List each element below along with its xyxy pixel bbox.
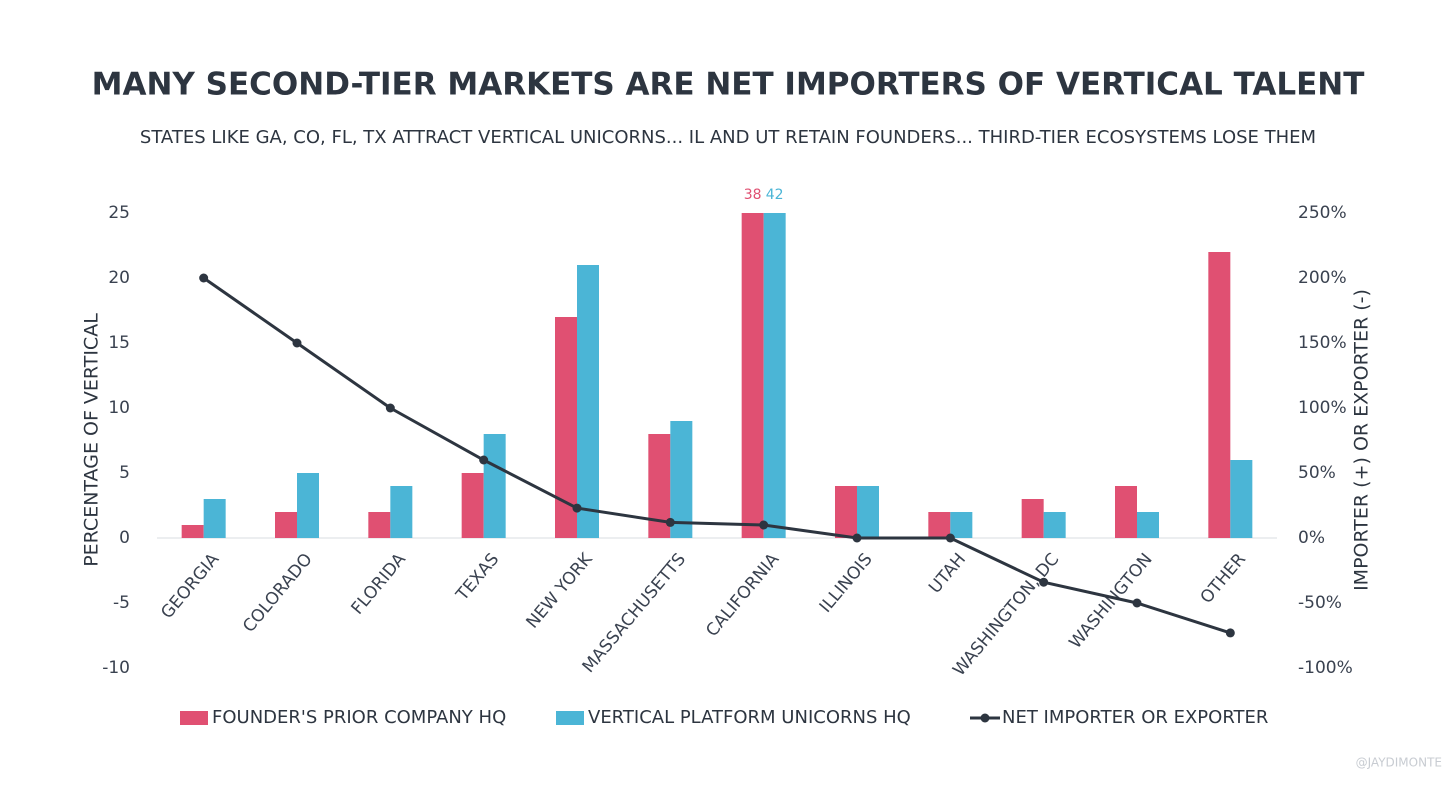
line-point bbox=[1039, 577, 1049, 587]
bar bbox=[648, 434, 671, 538]
x-tick-label: TEXAS bbox=[452, 550, 503, 606]
y-axis-label: PERCENTAGE OF VERTICAL bbox=[81, 313, 103, 567]
bar bbox=[461, 473, 484, 538]
line-point bbox=[479, 455, 489, 465]
line-point bbox=[665, 517, 675, 527]
bar bbox=[203, 499, 226, 538]
line-point bbox=[385, 403, 395, 413]
chart-title: MANY SECOND-TIER MARKETS ARE NET IMPORTE… bbox=[92, 67, 1365, 103]
y-tick-label: -5 bbox=[113, 593, 130, 613]
y2-tick-label: 250% bbox=[1298, 203, 1347, 223]
bar bbox=[483, 434, 506, 538]
y2-axis-label: IMPORTER (+) OR EXPORTER (-) bbox=[1351, 289, 1373, 591]
line-point bbox=[572, 503, 582, 513]
x-tick-label: FLORIDA bbox=[348, 549, 411, 618]
x-tick-label: NEW YORK bbox=[523, 549, 598, 633]
x-tick-label: MASSACHUSETTS bbox=[579, 550, 690, 677]
y-tick-label: 20 bbox=[108, 268, 130, 288]
bar bbox=[1137, 512, 1159, 538]
y-tick-label: 0 bbox=[119, 528, 130, 548]
bar bbox=[275, 512, 297, 538]
legend-label: FOUNDER'S PRIOR COMPANY HQ bbox=[212, 707, 506, 728]
x-tick-label: UTAH bbox=[925, 550, 970, 598]
y2-tick-label: 100% bbox=[1298, 398, 1347, 418]
bar bbox=[1021, 499, 1044, 538]
line-point bbox=[1225, 628, 1235, 638]
bar-value-label: 38 bbox=[744, 187, 762, 203]
y-tick-label: 15 bbox=[108, 333, 130, 353]
y2-tick-label: -100% bbox=[1298, 658, 1353, 678]
line-point bbox=[1132, 598, 1142, 608]
x-tick-label: ILLINOIS bbox=[816, 550, 877, 617]
y-tick-label: 10 bbox=[108, 398, 130, 418]
x-tick-label: GEORGIA bbox=[157, 549, 223, 623]
bar bbox=[297, 473, 319, 538]
y2-tick-label: 0% bbox=[1298, 528, 1325, 548]
y2-tick-label: -50% bbox=[1298, 593, 1342, 613]
plot-area bbox=[181, 213, 1253, 538]
bar bbox=[368, 512, 391, 538]
y-tick-label: -10 bbox=[102, 658, 130, 678]
legend-swatch bbox=[980, 713, 990, 723]
chart-subtitle: STATES LIKE GA, CO, FL, TX ATTRACT VERTI… bbox=[140, 127, 1316, 148]
legend-label: VERTICAL PLATFORM UNICORNS HQ bbox=[588, 707, 911, 728]
line-point bbox=[945, 533, 955, 543]
bar bbox=[835, 486, 857, 538]
line-point bbox=[759, 520, 769, 530]
bar bbox=[741, 213, 764, 538]
bar bbox=[181, 525, 204, 538]
x-tick-label: WASHINGTON, DC bbox=[949, 550, 1063, 681]
line bbox=[202, 276, 1231, 635]
bar bbox=[670, 421, 693, 538]
x-tick-label: OTHER bbox=[1197, 549, 1250, 607]
bar bbox=[577, 265, 599, 538]
legend-swatch bbox=[180, 711, 208, 725]
bar bbox=[857, 486, 879, 538]
y-tick-label: 25 bbox=[108, 203, 130, 223]
bar bbox=[1230, 460, 1253, 538]
bar bbox=[555, 317, 577, 538]
bar bbox=[390, 486, 413, 538]
y2-tick-label: 150% bbox=[1298, 333, 1347, 353]
line-point bbox=[199, 273, 209, 283]
legend-label: NET IMPORTER OR EXPORTER bbox=[1002, 707, 1268, 728]
bar bbox=[1043, 512, 1066, 538]
y-tick-label: 5 bbox=[119, 463, 130, 483]
line-point bbox=[292, 338, 302, 348]
bar bbox=[1115, 486, 1137, 538]
line-point bbox=[852, 533, 862, 543]
watermark: @JAYDIMONTE bbox=[1356, 756, 1442, 770]
x-tick-label: WASHINGTON bbox=[1066, 550, 1157, 653]
y2-tick-label: 50% bbox=[1298, 463, 1336, 483]
y2-tick-label: 200% bbox=[1298, 268, 1347, 288]
bar-value-label: 42 bbox=[766, 187, 784, 203]
bar bbox=[763, 213, 786, 538]
legend-swatch bbox=[556, 711, 584, 725]
bar bbox=[950, 512, 973, 538]
x-tick-label: CALIFORNIA bbox=[702, 549, 783, 641]
bar bbox=[1208, 252, 1231, 538]
x-tick-label: COLORADO bbox=[239, 550, 317, 637]
bar bbox=[928, 512, 951, 538]
